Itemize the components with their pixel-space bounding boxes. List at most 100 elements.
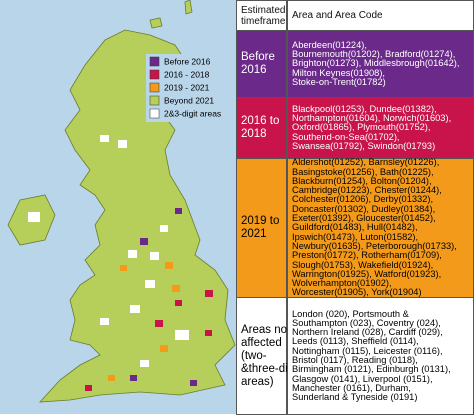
- areas-cell: Aberdeen(01224), Bournemouth(01202), Brad…: [287, 30, 474, 98]
- map: Before 2016 2016 - 2018 2019 - 2021 Beyo…: [0, 0, 236, 414]
- patch: [100, 135, 109, 142]
- text-line: &three-digit: [241, 362, 300, 375]
- legend-box: [146, 54, 234, 122]
- text-line: Colchester(01206), Derby(01332),: [292, 194, 434, 205]
- orkney: [149, 17, 163, 29]
- legend-swatch: [149, 56, 160, 67]
- legend-label: 2&3-digit areas: [164, 109, 221, 119]
- text-line: Blackpool(01253), Dundee(01382),: [292, 103, 437, 114]
- text-line: Newbury(01635), Peterborough(01733),: [292, 240, 457, 251]
- legend-label: 2016 - 2018: [164, 70, 210, 80]
- patch: [175, 208, 182, 214]
- patch: [205, 290, 213, 297]
- text-line: Bournemouth(01202), Bradford(01274),: [292, 49, 456, 60]
- patch: [165, 262, 173, 269]
- legend-label: 2019 - 2021: [164, 83, 210, 93]
- text-line: Glasgow (0141), Liverpool (0151),: [292, 373, 433, 384]
- patch: [120, 265, 127, 271]
- timeframe-cell: 2019 to 2021: [236, 158, 287, 298]
- text-line: Milton Keynes(01908),: [292, 67, 386, 78]
- text-line: Estimated: [241, 4, 286, 16]
- text-line: Aldershot(01252), Barnsley(01226),: [292, 157, 440, 168]
- header-cell: Estimated timeframe: [236, 0, 287, 31]
- text-line: Oxford(01865), Plymouth(01752),: [292, 122, 431, 133]
- great-britain: [39, 29, 236, 403]
- text-line: Sunderland & Tyneside (0191): [292, 392, 418, 403]
- patch: [140, 360, 149, 367]
- patch: [205, 330, 212, 336]
- patch: [175, 330, 189, 340]
- text-line: Guildford(01483), Hull(01482),: [292, 222, 418, 233]
- text-line: 2019 to: [241, 215, 280, 227]
- text-line: Basingstoke(01256), Bath(01225),: [292, 166, 434, 177]
- text-line: (two-: [241, 349, 267, 362]
- patch: [128, 250, 137, 258]
- legend-label: Before 2016: [164, 57, 211, 67]
- text-line: Southend-on-Sea(01702),: [292, 131, 400, 142]
- patch: [190, 380, 197, 386]
- patch: [160, 345, 168, 352]
- patch: [85, 385, 92, 391]
- legend-swatch: [149, 108, 160, 119]
- patch: [100, 318, 109, 325]
- text-line: Bristol (0117), Reading (0118),: [292, 355, 418, 365]
- patch: [28, 212, 40, 222]
- text-line: timeframe: [241, 15, 286, 27]
- text-line: Areas not: [241, 323, 291, 336]
- text-line: Southampton (023), Coventry (024),: [292, 317, 441, 328]
- header-cell: Area and Area Code: [287, 0, 474, 31]
- timeframe-cell: 2016 to 2018: [236, 97, 287, 159]
- text-line: 2016 to: [241, 115, 280, 127]
- text-line: Northampton(01604), Norwich(01603),: [292, 113, 452, 124]
- text-line: Aberdeen(01224),: [292, 39, 367, 50]
- text-line: Nottingham (0115), Leicester (0116),: [292, 345, 443, 356]
- legend-swatch: [149, 95, 160, 106]
- patch: [108, 375, 115, 381]
- patch: [140, 238, 148, 245]
- text-line: Stoke-on-Trent(01782): [292, 76, 386, 87]
- patch: [172, 285, 180, 292]
- text-line: areas): [241, 375, 274, 388]
- legend: Before 2016 2016 - 2018 2019 - 2021 Beyo…: [146, 54, 234, 122]
- legend-swatch: [149, 82, 160, 93]
- text-line: Swansea(01792), Swindon(01793): [292, 140, 436, 151]
- areas-cell: Blackpool(01253), Dundee(01382), Northamp…: [287, 97, 474, 159]
- patch: [155, 320, 163, 327]
- text-line: 2016: [241, 64, 267, 76]
- text-line: Birmingham (0121), Edinburgh (0131),: [292, 364, 451, 375]
- text-line: Before: [241, 51, 275, 63]
- shetland: [184, 0, 193, 15]
- legend-swatch: [149, 69, 160, 80]
- text-line: Slough(01753), Wakefield(01924),: [292, 259, 434, 270]
- text-line: Preston(01772), Rotherham(01709),: [292, 250, 442, 261]
- text-line: Worcester(01905), York(01904): [292, 287, 422, 298]
- patch: [145, 280, 155, 288]
- patch: [150, 252, 159, 260]
- patch: [160, 225, 168, 232]
- text-line: 2018: [241, 128, 267, 140]
- text-line: Doncaster(01302), Dudley(01384),: [292, 203, 436, 214]
- text-line: Cambridge(01223), Chester(01244),: [292, 185, 442, 196]
- timeframe-cell: Areas not affected (two- &three-digit areas): [236, 297, 300, 415]
- patch: [130, 375, 137, 381]
- text-line: affected: [241, 336, 282, 349]
- text-line: Exeter(01392), Gloucester(01452),: [292, 213, 436, 224]
- patch: [175, 300, 182, 306]
- text-line: London (020), Portsmouth &: [292, 308, 409, 319]
- text-line: Leeds (0113), Sheffield (0114),: [292, 336, 419, 347]
- areas-cell: Aldershot(01252), Barnsley(01226), Basing…: [287, 157, 474, 298]
- areas-cell: London (020), Portsmouth & Southampton (0…: [287, 297, 474, 415]
- text-line: Wolverhampton(01902),: [292, 278, 392, 289]
- timeframe-cell: Before 2016: [236, 30, 287, 98]
- text-line: 2021: [241, 228, 267, 240]
- text-line: Area and Area Code: [292, 10, 383, 21]
- patch: [130, 305, 140, 313]
- text-line: Warrington(01925), Watford(01923),: [292, 268, 442, 279]
- text-line: Northern Ireland (028), Cardiff (029),: [292, 327, 443, 338]
- legend-label: Beyond 2021: [164, 96, 214, 106]
- text-line: Brighton(01273), Middlesbrough(01642),: [292, 58, 460, 69]
- text-line: Blackburn(01254), Bolton(01204),: [292, 175, 432, 186]
- patch: [118, 140, 127, 148]
- text-line: Manchester (0161), Durham,: [292, 382, 411, 393]
